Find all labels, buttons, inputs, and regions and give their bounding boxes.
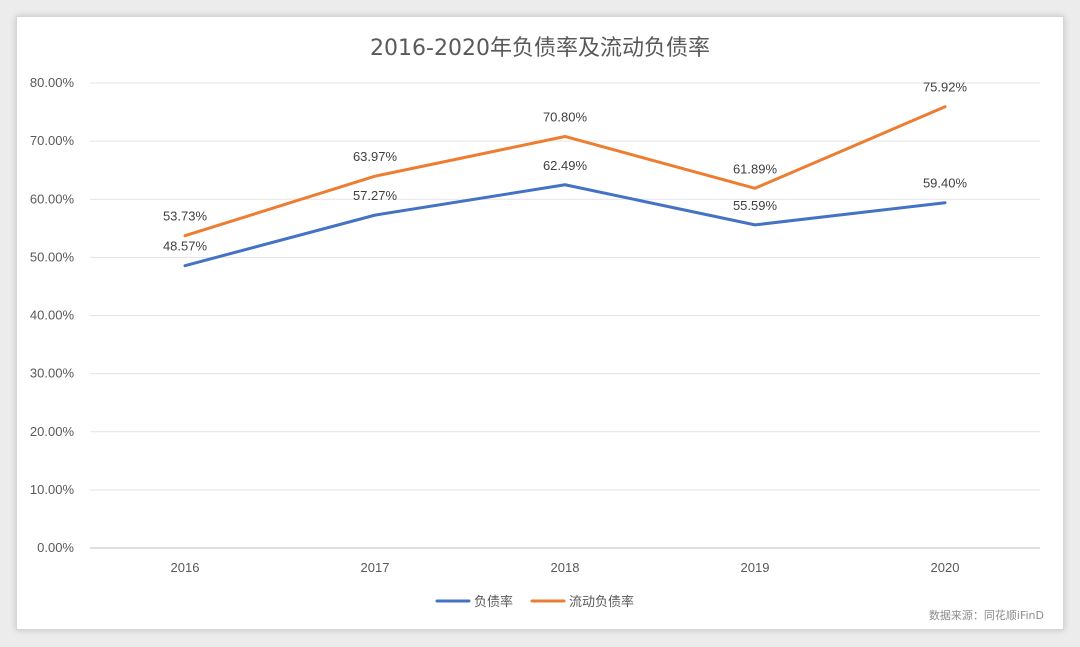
data-label-current-debt-ratio: 63.97%	[353, 149, 398, 164]
legend-label-current-debt-ratio: 流动负债率	[569, 594, 634, 610]
chart-title: 2016-2020年负债率及流动负债率	[370, 36, 710, 61]
x-tick-label: 2017	[361, 560, 390, 575]
x-tick-label: 2019	[741, 560, 770, 575]
x-tick-label: 2018	[551, 560, 580, 575]
x-axis-tick-labels: 2016 2017 2018 2019 2020	[171, 560, 960, 575]
y-tick-label: 70.00%	[30, 133, 75, 148]
data-label-debt-ratio: 62.49%	[543, 158, 588, 173]
y-tick-label: 20.00%	[30, 424, 75, 439]
y-tick-label: 30.00%	[30, 366, 75, 381]
data-label-debt-ratio: 59.40%	[923, 176, 968, 191]
y-tick-label: 80.00%	[30, 75, 75, 90]
series-line-debt-ratio	[183, 183, 947, 268]
data-label-debt-ratio: 48.57%	[163, 239, 208, 254]
y-tick-label: 60.00%	[30, 191, 75, 206]
data-label-current-debt-ratio: 75.92%	[923, 80, 968, 95]
data-label-current-debt-ratio: 61.89%	[733, 161, 778, 176]
x-tick-label: 2020	[931, 560, 960, 575]
x-tick-label: 2016	[171, 560, 200, 575]
series-lines	[183, 105, 947, 268]
series-line-current-debt-ratio	[183, 105, 947, 238]
legend-label-debt-ratio: 负债率	[474, 594, 513, 610]
source-note: 数据来源：同花顺iFinD	[929, 608, 1044, 622]
legend: 负债率 流动负债率	[435, 594, 634, 610]
data-label-current-debt-ratio: 70.80%	[543, 109, 588, 124]
data-label-current-debt-ratio: 53.73%	[163, 209, 208, 224]
data-label-debt-ratio: 55.59%	[733, 198, 778, 213]
y-tick-label: 40.00%	[30, 308, 75, 323]
gridlines	[90, 82, 1040, 549]
chart-card	[16, 16, 1064, 630]
data-labels: 48.57% 57.27% 62.49% 55.59% 59.40% 53.73% 63.9…	[163, 80, 968, 254]
y-tick-label: 10.00%	[30, 482, 75, 497]
y-tick-label: 0.00%	[37, 540, 74, 555]
y-axis-tick-labels: 0.00% 10.00% 20.00% 30.00% 40.00% 50.00% 60.00…	[30, 75, 75, 555]
y-tick-label: 50.00%	[30, 249, 75, 264]
data-label-debt-ratio: 57.27%	[353, 188, 398, 203]
